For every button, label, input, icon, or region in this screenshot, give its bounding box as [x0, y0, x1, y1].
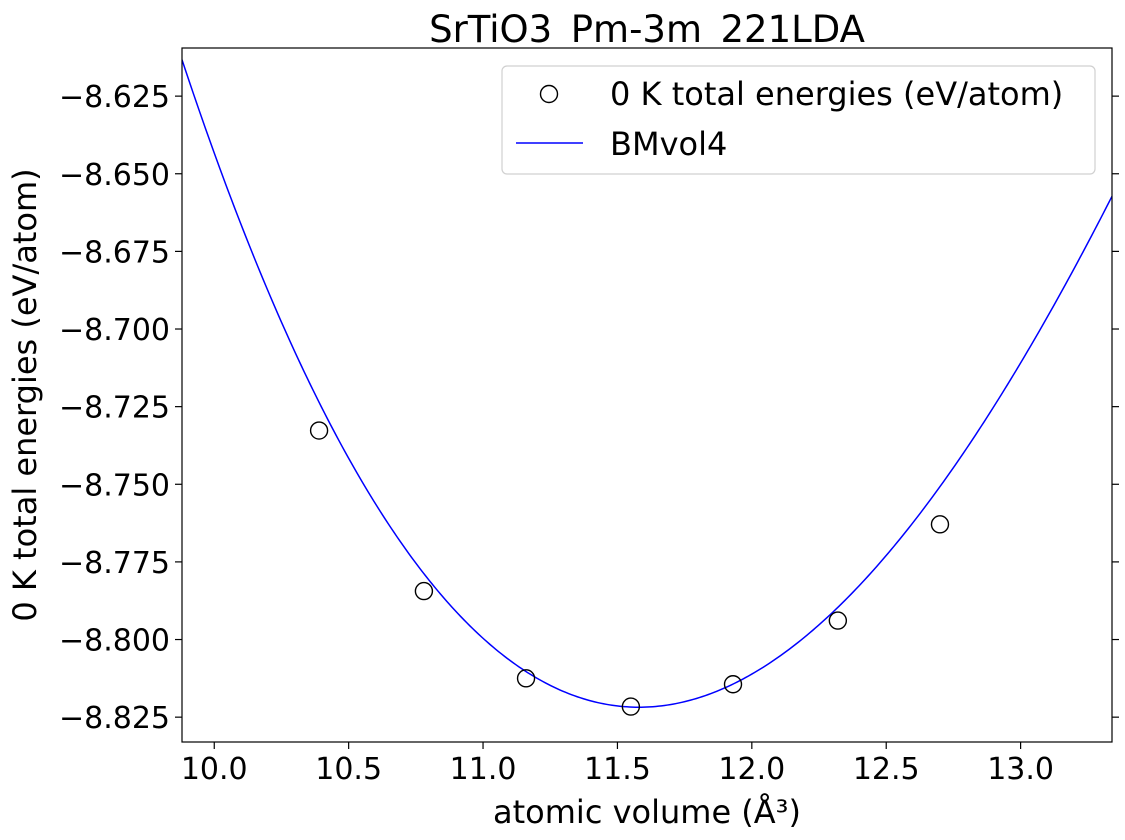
fit-curve-layer: [182, 59, 1112, 708]
x-axis-ticks: 10.0 10.5 11.0 11.5 12.0 12.5 13.0: [181, 742, 1054, 787]
y-axis-label: 0 K total energies (eV/atom): [6, 168, 44, 621]
x-tick-label: 13.0: [987, 752, 1054, 787]
y-tick-label: −8.775: [59, 546, 170, 581]
data-point: [414, 581, 434, 601]
bmvol4-fit-line: [182, 59, 1112, 708]
y-tick-label: −8.650: [59, 158, 170, 193]
y-tick-label: −8.825: [59, 701, 170, 736]
legend-box: [501, 65, 1096, 175]
data-points-layer: [309, 421, 950, 716]
data-point: [309, 421, 329, 440]
data-point: [621, 697, 641, 716]
data-point: [828, 611, 848, 630]
legend: 0 K total energies (eV/atom) BMvol4: [501, 65, 1096, 175]
y-axis-ticks: −8.625 −8.650 −8.675 −8.700 −8.725 −8.750 −8.7…: [59, 80, 1119, 736]
legend-label-energies: 0 K total energies (eV/atom): [610, 75, 1063, 113]
x-tick-label: 12.0: [718, 752, 785, 787]
y-tick-label: −8.675: [59, 235, 170, 270]
legend-marker-energies: [539, 84, 559, 104]
data-point: [723, 675, 743, 694]
y-tick-label: −8.800: [59, 624, 170, 659]
y-tick-label: −8.700: [59, 313, 170, 348]
data-point: [516, 669, 536, 688]
chart-title: SrTiO3_Pm-3m_221LDA: [429, 8, 865, 51]
x-tick-label: 11.0: [450, 752, 517, 787]
y-tick-label: −8.725: [59, 391, 170, 426]
y-tick-label: −8.625: [59, 80, 170, 115]
legend-label-bmvol4: BMvol4: [610, 125, 727, 163]
plot-frame: [181, 47, 1113, 743]
x-tick-label: 12.5: [853, 752, 920, 787]
data-point: [930, 515, 950, 534]
x-tick-label: 10.0: [181, 752, 248, 787]
x-axis-label: atomic volume (Å³): [493, 793, 801, 831]
y-tick-label: −8.750: [59, 468, 170, 503]
x-tick-label: 10.5: [315, 752, 382, 787]
x-tick-label: 11.5: [584, 752, 651, 787]
